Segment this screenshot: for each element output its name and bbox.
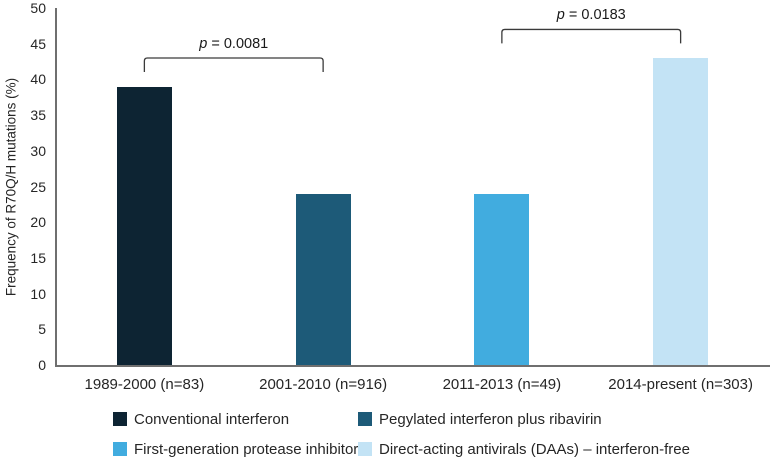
bar [116,86,172,365]
legend-label: Direct-acting antivirals (DAAs) – interf… [379,440,690,458]
legend-label: Pegylated interferon plus ribavirin [379,410,602,428]
bracket-line [143,57,324,72]
y-tick-label: 5 [38,321,46,338]
y-axis-line [55,8,57,367]
y-tick-label: 35 [30,107,46,124]
x-category-label: 2014-present (n=303) [608,376,753,393]
y-tick-label: 30 [30,142,46,159]
legend-item-conventional-interferon: Conventional interferon [113,410,358,428]
legend-item-daas-interferon-free: Direct-acting antivirals (DAAs) – interf… [358,440,690,458]
p-value-label: p = 0.0081 [199,35,269,52]
p-value-label: p = 0.0183 [556,7,626,24]
x-category-label: 1989-2000 (n=83) [84,376,205,393]
x-category-label: 2001-2010 (n=916) [259,376,388,393]
y-tick-label: 25 [30,178,46,195]
legend-swatch-icon [358,442,372,456]
legend: Conventional interferon Pegylated interf… [113,410,690,458]
bracket-line [501,28,682,44]
legend-item-pegylated-interferon: Pegylated interferon plus ribavirin [358,410,690,428]
bar [295,193,351,365]
legend-label: Conventional interferon [134,410,290,428]
x-category-label: 2011-2013 (n=49) [442,376,562,393]
y-tick-label: 15 [30,249,46,266]
legend-item-protease-inhibitors: First-generation protease inhibitors [113,440,366,458]
legend-swatch-icon [113,442,127,456]
x-axis-line [55,365,770,367]
legend-label: First-generation protease inhibitors [134,440,366,458]
y-tick-label: 10 [30,285,46,302]
y-tick-label: 0 [38,357,46,373]
y-tick-label: 45 [30,35,46,52]
y-tick-label: 50 [30,0,46,16]
y-tick-label: 20 [30,214,46,231]
legend-swatch-icon [358,412,372,426]
bar [474,193,530,365]
legend-swatch-icon [113,412,127,426]
bar [653,57,709,365]
y-tick-label: 40 [30,71,46,88]
